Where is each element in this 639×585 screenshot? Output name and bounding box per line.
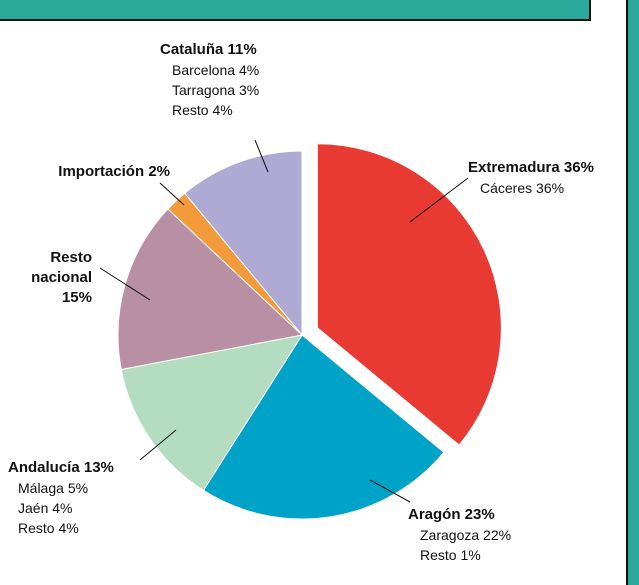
detail-name: Málaga	[18, 480, 64, 496]
detail-name: Zaragoza	[420, 527, 480, 543]
detail-item: Cáceres 36%	[468, 178, 628, 198]
side-bar	[626, 0, 639, 585]
detail-value: 3%	[238, 82, 260, 98]
detail-name: Tarragona	[172, 82, 236, 98]
slice-value: 2%	[148, 163, 170, 180]
detail-value: 22%	[483, 527, 512, 543]
detail-name: Resto	[420, 547, 457, 563]
slice-name: Importación	[58, 163, 145, 180]
slice-title: Importación 2%	[8, 162, 170, 182]
leader-line	[159, 182, 185, 206]
detail-value: 4%	[212, 102, 233, 118]
slice-title: Cataluña 11%	[160, 40, 310, 60]
slice-label: Extremadura 36% Cáceres 36%	[468, 158, 628, 198]
leader-line	[139, 429, 177, 461]
detail-item: Resto 4%	[160, 100, 310, 120]
slice-title: Extremadura 36%	[468, 158, 628, 178]
detail-value: 4%	[58, 520, 79, 536]
detail-name: Jaén	[18, 500, 49, 516]
pie-slice	[202, 334, 445, 520]
detail-name: Cáceres	[480, 180, 533, 196]
slice-label: Resto nacional 15%	[15, 248, 92, 308]
leader-line	[254, 139, 269, 173]
leader-line	[99, 267, 151, 301]
slice-title: Andalucía 13%	[8, 458, 208, 478]
header-bar	[0, 0, 591, 21]
detail-name: Resto	[18, 520, 55, 536]
detail-item: Málaga 5%	[8, 478, 208, 498]
slice-title: Resto nacional 15%	[15, 248, 92, 308]
slice-label: Aragón 23% Zaragoza 22% Resto 1%	[408, 505, 608, 565]
detail-value: 5%	[67, 480, 89, 496]
slice-value: 23%	[464, 506, 495, 523]
slice-name: Extremadura	[468, 159, 560, 176]
slice-name: Resto nacional	[31, 249, 92, 286]
pie-slice	[120, 334, 304, 492]
slice-title: Aragón 23%	[408, 505, 608, 525]
detail-item: Resto 4%	[8, 518, 208, 538]
detail-item: Jaén 4%	[8, 498, 208, 518]
slice-label: Andalucía 13% Málaga 5% Jaén 4% Resto 4%	[8, 458, 208, 538]
leader-line	[409, 177, 469, 223]
slice-label: Cataluña 11% Barcelona 4% Tarragona 3% Rest…	[160, 40, 310, 120]
slice-value: 13%	[83, 459, 114, 476]
detail-item: Tarragona 3%	[160, 80, 310, 100]
detail-item: Barcelona 4%	[160, 60, 310, 80]
slice-value: 36%	[563, 159, 594, 176]
detail-item: Resto 1%	[408, 545, 608, 565]
pie-slice	[316, 143, 502, 446]
leader-line	[369, 479, 411, 503]
detail-item: Zaragoza 22%	[408, 525, 608, 545]
slice-name: Aragón	[408, 506, 461, 523]
slice-name: Cataluña	[160, 41, 224, 58]
slice-value: 15%	[61, 289, 92, 306]
slice-value: 11%	[227, 41, 257, 58]
detail-value: 1%	[460, 547, 481, 563]
detail-value: 4%	[52, 500, 73, 516]
slice-label: Importación 2%	[8, 162, 170, 182]
pie-slice	[184, 150, 303, 337]
detail-name: Barcelona	[172, 62, 236, 78]
detail-name: Resto	[172, 102, 209, 118]
detail-value: 36%	[536, 180, 565, 196]
detail-value: 4%	[238, 62, 260, 78]
slice-name: Andalucía	[8, 459, 80, 476]
